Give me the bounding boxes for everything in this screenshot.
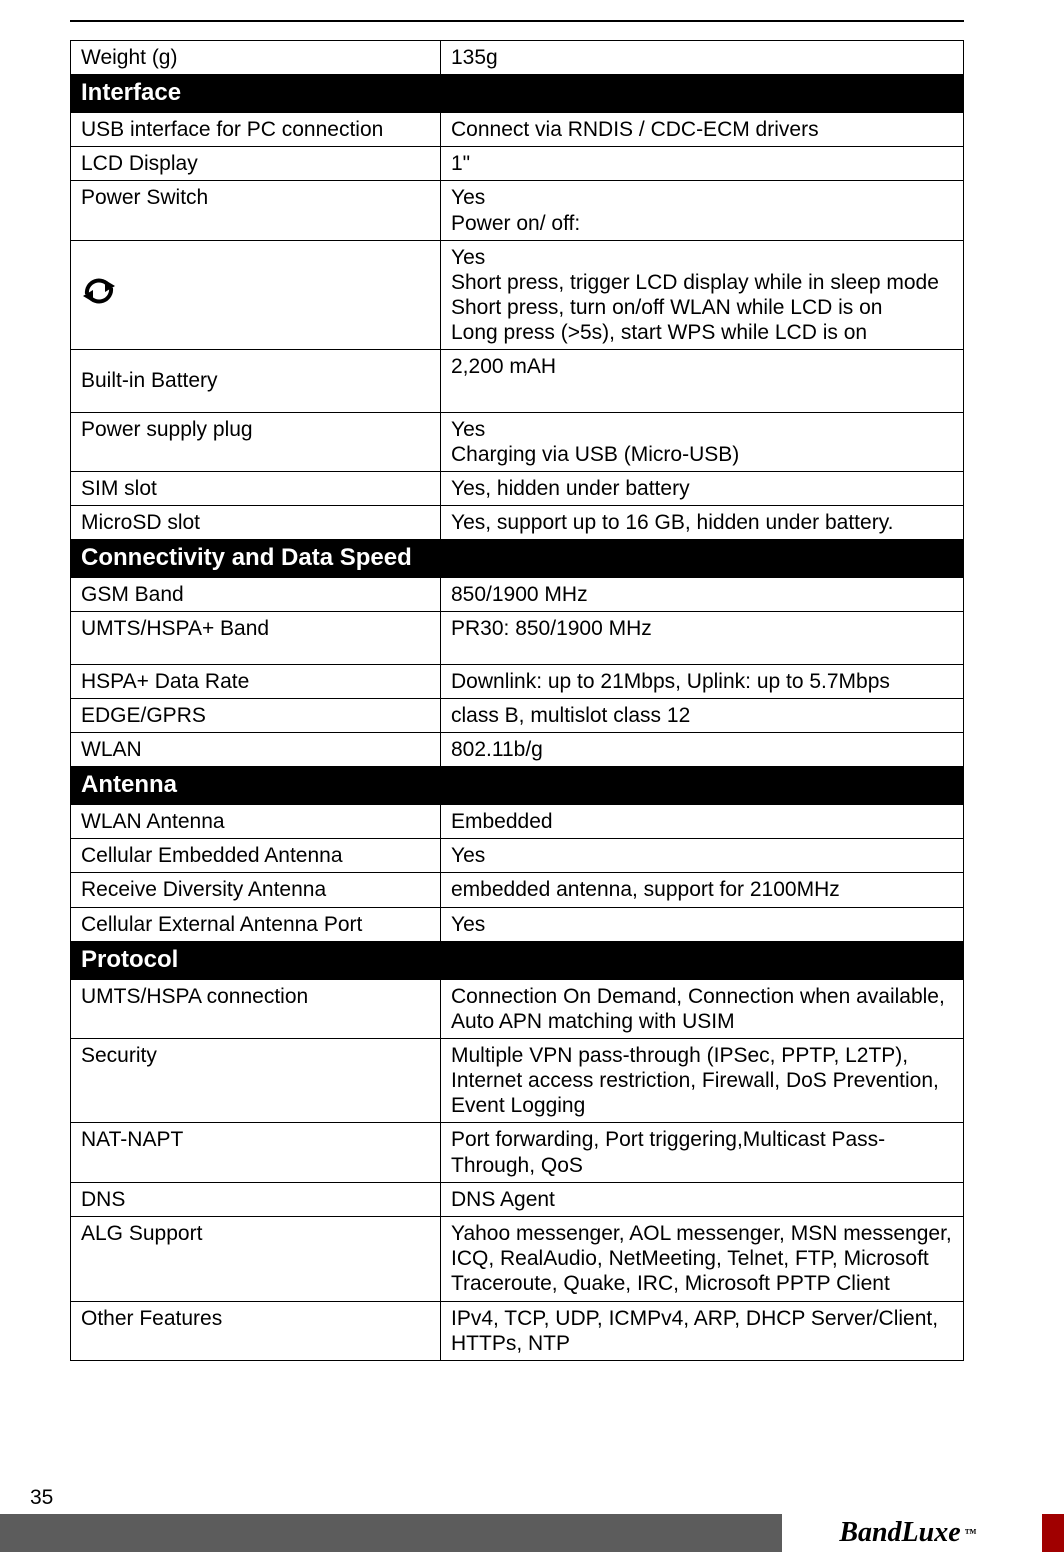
row-label: Cellular External Antenna Port [71, 907, 441, 941]
row-label: Other Features [71, 1301, 441, 1360]
table-row: Cellular Embedded AntennaYes [71, 839, 964, 873]
row-label: DNS [71, 1182, 441, 1216]
row-label: Receive Diversity Antenna [71, 873, 441, 907]
table-row: Cellular External Antenna PortYes [71, 907, 964, 941]
row-value: Port forwarding, Port triggering,Multica… [441, 1123, 964, 1182]
row-label: Weight (g) [71, 41, 441, 75]
row-label: Cellular Embedded Antenna [71, 839, 441, 873]
row-label: UMTS/HSPA connection [71, 979, 441, 1038]
row-value: Embedded [441, 804, 964, 838]
page-footer: 35 BandLuxe ™ [0, 1486, 1064, 1552]
table-row: USB interface for PC connectionConnect v… [71, 112, 964, 146]
wps-arrows-icon [81, 281, 117, 312]
row-label: WLAN Antenna [71, 804, 441, 838]
row-label: HSPA+ Data Rate [71, 664, 441, 698]
row-value: 802.11b/g [441, 732, 964, 766]
row-value: Connect via RNDIS / CDC-ECM drivers [441, 112, 964, 146]
table-row: WLAN AntennaEmbedded [71, 804, 964, 838]
table-row: NAT-NAPTPort forwarding, Port triggering… [71, 1123, 964, 1182]
row-label: LCD Display [71, 147, 441, 181]
row-value: DNS Agent [441, 1182, 964, 1216]
table-row: Power SwitchYes Power on/ off: [71, 181, 964, 240]
row-label: EDGE/GPRS [71, 698, 441, 732]
row-value: Yes [441, 907, 964, 941]
specification-tbody: Weight (g)135gInterfaceUSB interface for… [71, 41, 964, 1361]
table-row: Protocol [71, 941, 964, 979]
table-row: ALG SupportYahoo messenger, AOL messenge… [71, 1217, 964, 1302]
row-value: Yahoo messenger, AOL messenger, MSN mess… [441, 1217, 964, 1302]
row-value: 1" [441, 147, 964, 181]
table-row: UMTS/HSPA connectionConnection On Demand… [71, 979, 964, 1038]
table-row: Weight (g)135g [71, 41, 964, 75]
table-row: Antenna [71, 767, 964, 805]
row-value: class B, multislot class 12 [441, 698, 964, 732]
row-label: UMTS/HSPA+ Band [71, 612, 441, 664]
row-label: SIM slot [71, 472, 441, 506]
table-row: Yes Short press, trigger LCD display whi… [71, 240, 964, 350]
footer-bar-grey [0, 1514, 782, 1552]
row-value: embedded antenna, support for 2100MHz [441, 873, 964, 907]
table-row: Receive Diversity Antennaembedded antenn… [71, 873, 964, 907]
row-value: 2,200 mAH [441, 350, 964, 412]
section-header: Antenna [71, 767, 964, 805]
table-row: Connectivity and Data Speed [71, 540, 964, 578]
table-row: Power supply plugYes Charging via USB (M… [71, 412, 964, 471]
table-row: UMTS/HSPA+ BandPR30: 850/1900 MHz [71, 612, 964, 664]
footer-brand: BandLuxe ™ [782, 1514, 1042, 1552]
table-row: SIM slotYes, hidden under battery [71, 472, 964, 506]
row-value: 850/1900 MHz [441, 578, 964, 612]
row-value: Connection On Demand, Connection when av… [441, 979, 964, 1038]
section-header: Interface [71, 75, 964, 113]
table-row: DNSDNS Agent [71, 1182, 964, 1216]
table-row: WLAN802.11b/g [71, 732, 964, 766]
table-row: Interface [71, 75, 964, 113]
row-value: Yes [441, 839, 964, 873]
row-value: Yes, hidden under battery [441, 472, 964, 506]
row-label: Built-in Battery [71, 350, 441, 412]
table-row: EDGE/GPRSclass B, multislot class 12 [71, 698, 964, 732]
row-value: Downlink: up to 21Mbps, Uplink: up to 5.… [441, 664, 964, 698]
row-value: Yes Power on/ off: [441, 181, 964, 240]
row-value: Yes, support up to 16 GB, hidden under b… [441, 506, 964, 540]
table-row: LCD Display1" [71, 147, 964, 181]
section-header: Protocol [71, 941, 964, 979]
row-value: Multiple VPN pass-through (IPSec, PPTP, … [441, 1038, 964, 1123]
row-label: ALG Support [71, 1217, 441, 1302]
row-label [71, 240, 441, 350]
row-label: MicroSD slot [71, 506, 441, 540]
footer-bar-red [1042, 1514, 1064, 1552]
row-value: IPv4, TCP, UDP, ICMPv4, ARP, DHCP Server… [441, 1301, 964, 1360]
table-row: MicroSD slotYes, support up to 16 GB, hi… [71, 506, 964, 540]
table-row: Built-in Battery2,200 mAH [71, 350, 964, 412]
row-value: Yes Short press, trigger LCD display whi… [441, 240, 964, 350]
trademark-symbol: ™ [965, 1526, 977, 1541]
row-label: GSM Band [71, 578, 441, 612]
row-value: PR30: 850/1900 MHz [441, 612, 964, 664]
table-row: SecurityMultiple VPN pass-through (IPSec… [71, 1038, 964, 1123]
row-label: Power supply plug [71, 412, 441, 471]
table-row: Other FeaturesIPv4, TCP, UDP, ICMPv4, AR… [71, 1301, 964, 1360]
row-label: Power Switch [71, 181, 441, 240]
row-label: Security [71, 1038, 441, 1123]
row-value: 135g [441, 41, 964, 75]
row-label: WLAN [71, 732, 441, 766]
row-value: Yes Charging via USB (Micro-USB) [441, 412, 964, 471]
row-label: USB interface for PC connection [71, 112, 441, 146]
row-label: NAT-NAPT [71, 1123, 441, 1182]
top-horizontal-rule [70, 20, 964, 22]
table-row: HSPA+ Data RateDownlink: up to 21Mbps, U… [71, 664, 964, 698]
page-number: 35 [0, 1486, 1064, 1514]
section-header: Connectivity and Data Speed [71, 540, 964, 578]
specification-table: Weight (g)135gInterfaceUSB interface for… [70, 40, 964, 1361]
table-row: GSM Band850/1900 MHz [71, 578, 964, 612]
brand-name: BandLuxe [839, 1517, 960, 1549]
footer-bar: BandLuxe ™ [0, 1514, 1064, 1552]
